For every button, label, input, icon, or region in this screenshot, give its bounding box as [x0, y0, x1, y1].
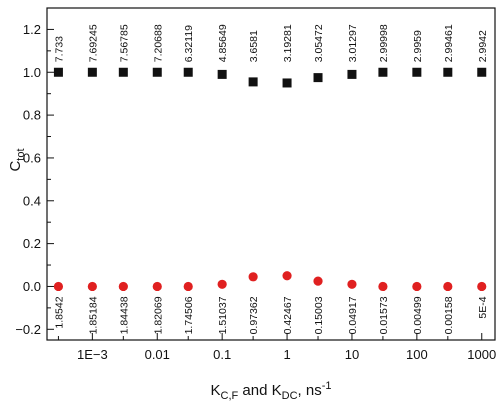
- data-label-bottom: 1.8542: [53, 296, 65, 328]
- data-point-square: [347, 69, 357, 79]
- data-label-bottom: 0.97362: [248, 296, 260, 334]
- data-label-bottom: 0.00158: [443, 296, 455, 334]
- data-point-circle: [378, 281, 388, 292]
- data-label-top: 6.32119: [183, 25, 195, 62]
- x-axis-title-sub2: DC: [282, 390, 298, 402]
- data-labels: 7.733 7.69245 7.56785 7.20688 6.32119 4.85649…: [53, 24, 488, 334]
- x-axis: 1E−3 0.01 0.1 1 10 100 1000: [57, 333, 496, 362]
- y-tick-label: −0.2: [15, 322, 41, 337]
- data-point-square: [313, 73, 323, 83]
- data-point-square: [378, 67, 388, 77]
- data-label-bottom: 1.82069: [152, 296, 164, 334]
- data-point-square: [118, 67, 128, 77]
- data-label-top: 7.733: [53, 36, 65, 62]
- data-point-circle: [477, 281, 487, 292]
- data-point-square: [87, 67, 97, 77]
- y-tick-label: 1.0: [23, 65, 41, 80]
- data-label-top: 2.9942: [477, 30, 489, 62]
- data-label-bottom: 0.04917: [347, 296, 359, 334]
- data-point-circle: [313, 276, 323, 286]
- data-point-square: [412, 67, 422, 77]
- data-label-top: 7.69245: [87, 24, 99, 62]
- data-label-top: 3.05472: [313, 24, 325, 62]
- data-label-top: 4.85649: [217, 24, 229, 62]
- data-series: [53, 67, 487, 292]
- y-tick-label: 0.2: [23, 236, 41, 251]
- data-label-top: 2.99461: [443, 24, 455, 62]
- data-label-top: 7.56785: [118, 24, 130, 62]
- data-point-circle: [183, 281, 193, 292]
- data-point-circle: [118, 281, 128, 292]
- data-point-circle: [412, 281, 422, 292]
- data-point-square: [152, 67, 162, 77]
- data-point-square: [477, 67, 487, 77]
- data-label-bottom: 1.85184: [87, 296, 99, 334]
- x-tick-label: 0.1: [213, 347, 231, 362]
- data-point-circle: [152, 281, 162, 292]
- data-point-square: [443, 67, 453, 77]
- data-label-top: 2.9959: [412, 30, 424, 62]
- plot-area: [46, 7, 496, 341]
- y-tick-label: 0.0: [23, 279, 41, 294]
- y-axis-title: Ctot: [7, 148, 27, 171]
- y-tick-label: 1.2: [23, 22, 41, 37]
- x-axis-title-part3: , ns: [298, 382, 322, 399]
- y-axis-title-sub: tot: [15, 148, 27, 160]
- data-point-square: [282, 78, 292, 88]
- data-label-bottom: 1.84438: [118, 296, 130, 334]
- y-axis-title-main: C: [7, 161, 24, 172]
- x-tick-label: 10: [345, 347, 359, 362]
- x-tick-label: 1000: [467, 347, 496, 362]
- y-tick-label: 0.4: [23, 193, 41, 208]
- data-point-square: [183, 67, 193, 77]
- data-point-circle: [347, 279, 357, 289]
- x-tick-label: 1E−3: [77, 347, 108, 362]
- data-label-top: 3.01297: [347, 24, 359, 62]
- data-label-top: 2.99998: [378, 24, 390, 62]
- x-axis-title-sub1: C,F: [221, 390, 239, 402]
- data-label-bottom: 1.51037: [217, 296, 229, 334]
- data-point-circle: [282, 271, 292, 281]
- data-label-bottom: 5E-4: [477, 296, 489, 318]
- x-axis-title-sup: -1: [322, 380, 332, 392]
- y-tick-label: 0.8: [23, 108, 41, 123]
- data-point-circle: [53, 281, 64, 292]
- data-label-bottom: 0.00499: [412, 296, 424, 334]
- x-tick-label: 100: [406, 347, 428, 362]
- x-axis-title-part2: and K: [238, 382, 281, 399]
- x-axis-title: KC,F and KDC, ns-1: [211, 380, 332, 402]
- data-point-square: [217, 69, 227, 79]
- x-tick-label: 0.01: [145, 347, 170, 362]
- y-tick-label: 0.6: [23, 150, 41, 165]
- data-point-circle: [217, 279, 227, 289]
- data-point-circle: [248, 272, 258, 282]
- data-point-square: [53, 67, 63, 77]
- data-point-circle: [443, 281, 453, 292]
- data-label-bottom: 0.01573: [378, 296, 390, 334]
- data-point-square: [248, 77, 258, 87]
- data-label-top: 3.6581: [248, 30, 260, 62]
- data-label-bottom: 0.42467: [282, 296, 294, 334]
- plot-frame: [46, 7, 496, 341]
- data-point-circle: [87, 281, 97, 292]
- data-label-top: 7.20688: [152, 24, 164, 62]
- y-axis: −0.2 0.0 0.2 0.4 0.6 0.8 1.0 1.2: [15, 22, 54, 337]
- data-label-bottom: 0.15003: [313, 296, 325, 334]
- data-label-bottom: 1.74506: [183, 296, 195, 334]
- x-axis-title-part1: K: [211, 382, 221, 399]
- x-tick-label: 1: [283, 347, 290, 362]
- data-label-top: 3.19281: [282, 24, 294, 62]
